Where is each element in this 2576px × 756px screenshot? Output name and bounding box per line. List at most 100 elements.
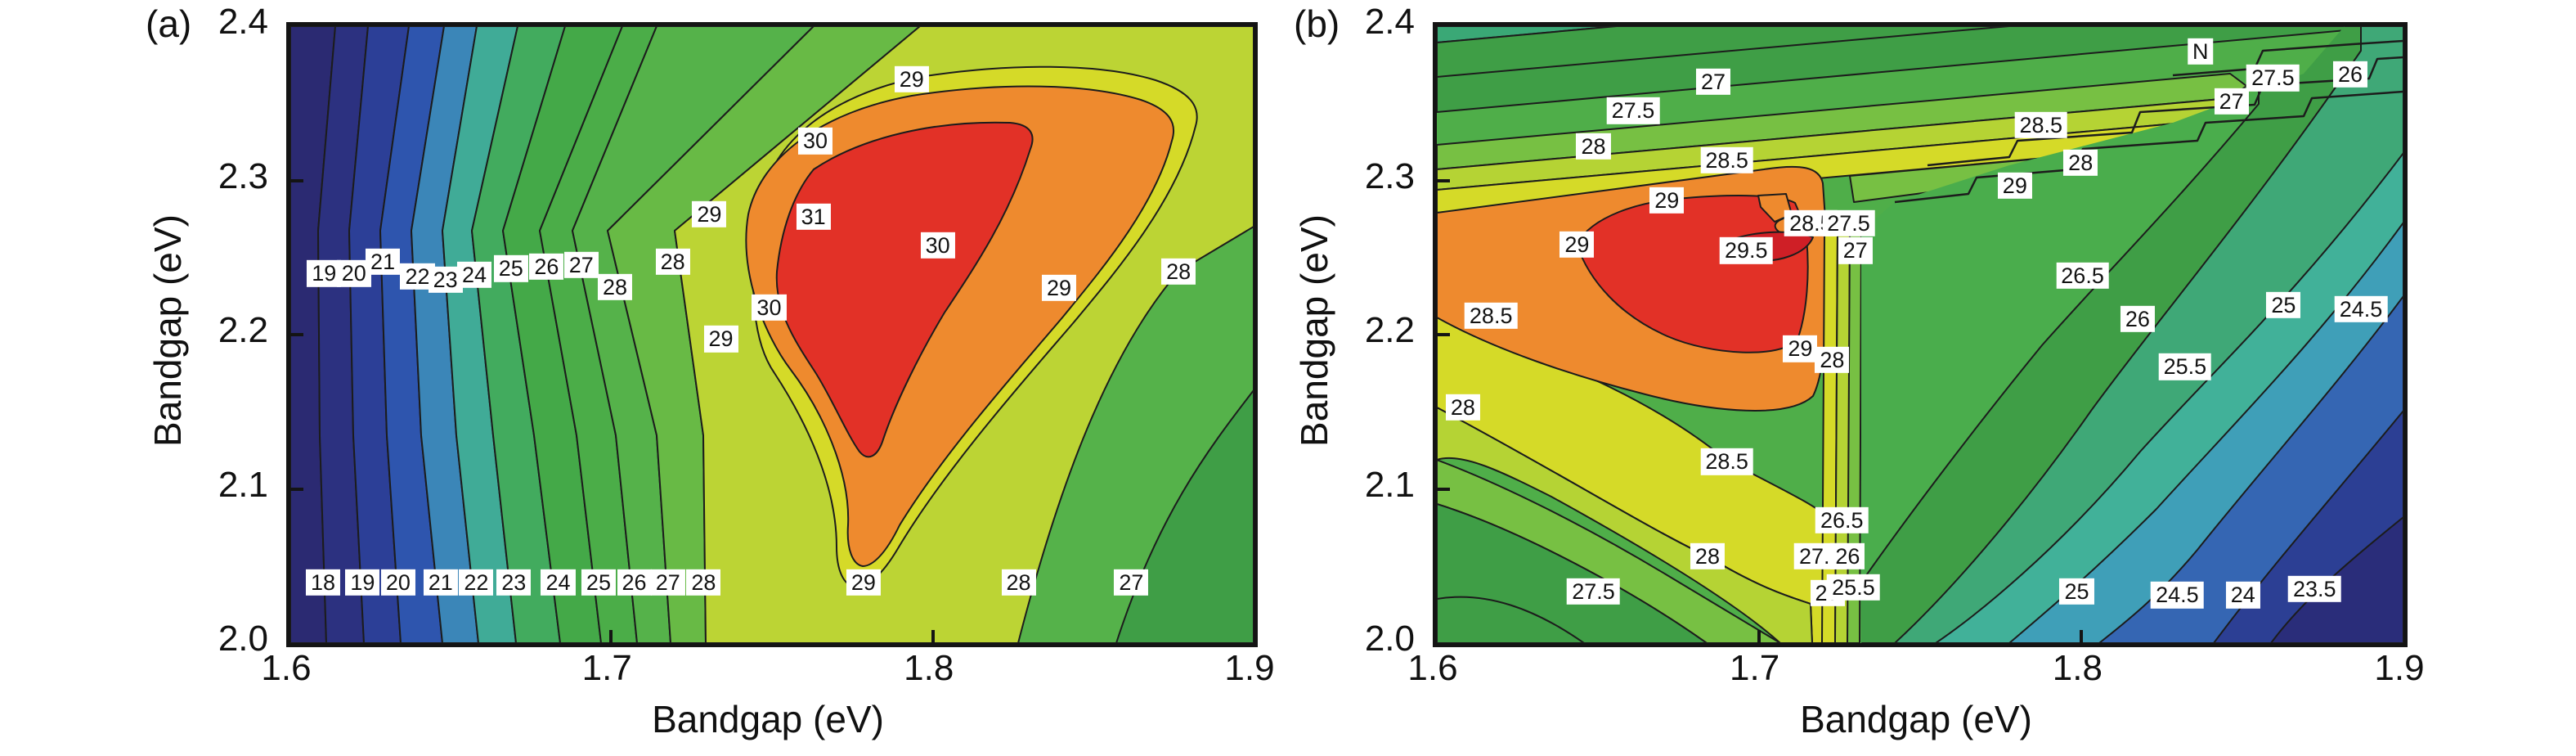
contour-label: 29 — [1560, 231, 1595, 259]
contour-label: 29 — [1783, 335, 1818, 362]
panel-b: (b) Bandgap (eV) 2.4 2.3 2.2 2.1 2.0 — [1288, 0, 2576, 756]
contour-label: 30 — [752, 294, 787, 321]
y-axis-label: Bandgap (eV) — [1293, 214, 1335, 447]
contour-label: 27.5 — [1567, 578, 1620, 605]
contour-label: 27.5 — [1822, 209, 1875, 236]
x-tick-label: 1.8 — [904, 648, 954, 688]
contour-label: 30 — [797, 128, 833, 155]
y-tick-mark — [290, 487, 303, 491]
x-tick-label: 1.9 — [1224, 648, 1275, 688]
contour-label: 26 — [617, 569, 652, 596]
contour-labels-a: 19 20 21 22 23 24 25 26 27 28 28 29 29 30 31 30 30 29 29 28… — [290, 26, 1254, 643]
contour-label: 31 — [796, 203, 831, 231]
contour-label: 26.5 — [2056, 262, 2109, 289]
x-tick-label: 1.6 — [1407, 648, 1458, 688]
contour-label: 21 — [423, 569, 458, 596]
x-tick-mark — [931, 630, 935, 643]
contour-plot-b: 27 27.5 28 28.5 28.5 28 27.5 27 26 N 29 29 29.5 28.5 2… — [1433, 22, 2408, 647]
contour-label: 28 — [1815, 346, 1850, 374]
contour-label: 28.5 — [2014, 111, 2068, 138]
contour-label: 29 — [692, 200, 727, 228]
x-tick-label: 1.9 — [2374, 648, 2425, 688]
contour-label: 18 — [306, 569, 341, 596]
x-tick-label: 1.7 — [581, 648, 632, 688]
y-tick-label: 2.2 — [1364, 310, 1415, 350]
contour-label: 28 — [1690, 542, 1725, 569]
contour-label: 29 — [894, 65, 929, 93]
y-tick-mark — [290, 333, 303, 336]
contour-label: 25.5 — [2158, 353, 2212, 380]
x-axis-label: Bandgap (eV) — [652, 698, 884, 740]
y-tick-mark — [1437, 178, 1450, 182]
y-tick-label: 2.4 — [1364, 2, 1415, 42]
contour-label: 28 — [2063, 149, 2098, 176]
contour-label: 28 — [1161, 258, 1196, 286]
contour-label: 27 — [1696, 68, 1731, 96]
y-axis-label: Bandgap (eV) — [146, 214, 189, 447]
contour-label: 28 — [686, 569, 721, 596]
contour-label: 26.5 — [1815, 506, 1869, 534]
y-tick-mark — [290, 178, 303, 182]
y-tick-label: 2.1 — [1364, 464, 1415, 505]
contour-label: 29 — [703, 326, 738, 353]
contour-label: 28 — [655, 248, 690, 276]
contour-label: 29 — [1649, 187, 1685, 214]
contour-label: 29 — [846, 569, 881, 596]
contour-label: 29.5 — [1719, 237, 1773, 264]
x-axis-tick-labels: 1.6 1.7 1.8 1.9 — [261, 648, 1274, 697]
contour-label: 25 — [2266, 291, 2301, 318]
contour-label: 27.5 — [2246, 65, 2300, 92]
y-axis-tick-labels: 2.4 2.3 2.2 2.1 2.0 — [186, 2, 276, 659]
contour-surface-b — [1437, 26, 2403, 643]
contour-label: 28 — [1001, 569, 1036, 596]
y-tick-label: 2.1 — [218, 464, 268, 505]
contour-label: 29 — [1042, 274, 1077, 301]
contour-surface-a — [290, 26, 1254, 643]
contour-label: 28.5 — [1464, 302, 1518, 329]
x-tick-mark — [609, 630, 613, 643]
panel-a: (a) Bandgap (eV) 2.4 2.3 2.2 2.1 2.0 — [146, 2, 1275, 740]
contour-label: 25 — [581, 569, 616, 596]
contour-label: 27 — [2214, 88, 2249, 115]
contour-label: 27.5 — [1606, 97, 1660, 124]
y-tick-label: 2.3 — [1364, 155, 1415, 196]
contour-label: 27 — [563, 251, 599, 278]
x-axis-tick-labels: 1.6 1.7 1.8 1.9 — [1407, 648, 2424, 697]
contour-label: 23 — [428, 266, 463, 294]
contour-label: 28.5 — [1700, 448, 1753, 475]
y-tick-mark — [1437, 333, 1450, 336]
contour-label: N — [2188, 38, 2214, 65]
contour-plot-a: 19 20 21 22 23 24 25 26 27 28 28 29 29 30 31 30 30 29 29 28… — [286, 22, 1258, 647]
contour-label: 20 — [380, 569, 415, 596]
contour-label: 24.5 — [2151, 582, 2204, 609]
contour-label: 29 — [1997, 172, 2032, 199]
contour-label: 25 — [2059, 578, 2094, 605]
contour-label: 23 — [496, 569, 532, 596]
y-tick-label: 2.4 — [218, 2, 268, 42]
contour-label: 19 — [345, 569, 380, 596]
contour-label: 23.5 — [2287, 575, 2341, 602]
contour-labels-b: 27 27.5 28 28.5 28.5 28 27.5 27 26 N 29 29 29.5 28.5 2… — [1437, 26, 2403, 643]
y-tick-label: 2.0 — [218, 619, 268, 659]
contour-label: 28 — [597, 273, 633, 301]
contour-label: 26 — [529, 253, 564, 281]
contour-label: 26 — [2332, 61, 2368, 88]
contour-label: 27 — [1838, 237, 1873, 264]
contour-label: 25.5 — [1827, 574, 1880, 601]
x-tick-mark — [2080, 630, 2084, 643]
x-tick-mark — [1757, 630, 1761, 643]
x-tick-label: 1.8 — [2052, 648, 2103, 688]
x-tick-label: 1.7 — [1730, 648, 1780, 688]
y-tick-label: 2.0 — [1364, 619, 1415, 659]
contour-label: 28 — [1576, 133, 1611, 160]
y-axis-tick-labels: 2.4 2.3 2.2 2.1 2.0 — [1333, 2, 1423, 659]
contour-label: 26 — [2120, 305, 2155, 333]
contour-label: 21 — [366, 248, 401, 276]
y-tick-label: 2.2 — [218, 310, 268, 350]
contour-label: 26 — [1830, 542, 1865, 569]
contour-label: 27 — [1114, 569, 1149, 596]
contour-label: 24 — [541, 569, 576, 596]
contour-label: 28.5 — [1700, 146, 1753, 173]
contour-label: 24 — [456, 261, 492, 289]
